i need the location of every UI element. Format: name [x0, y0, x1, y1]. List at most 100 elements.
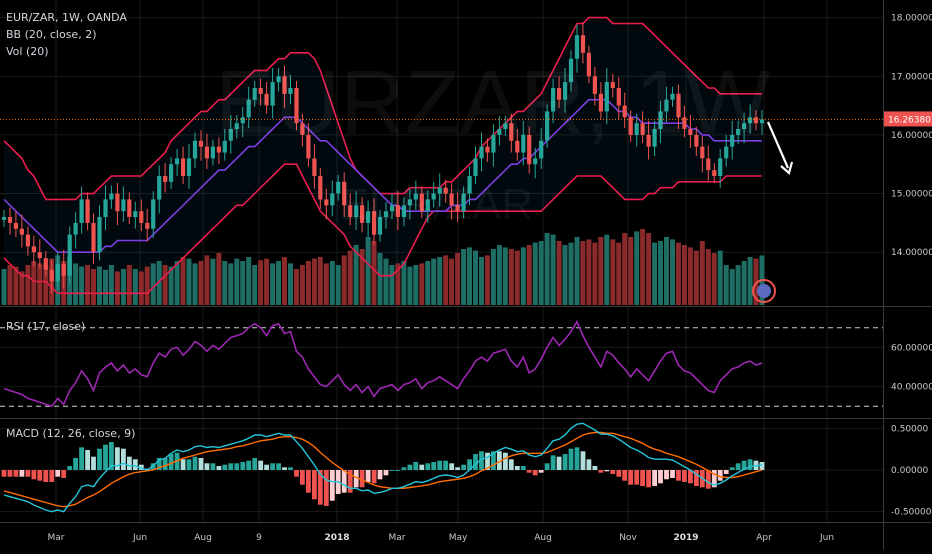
arrow-annotation-head[interactable] [780, 161, 794, 175]
macd-axis-label: 0.00000 [891, 466, 928, 476]
volume-bar [604, 234, 610, 305]
time-axis-label: Jun [132, 533, 147, 543]
volume-bar [114, 271, 120, 305]
macd-histogram-bar [514, 466, 520, 470]
volume-bar [132, 269, 138, 305]
macd-histogram-bar [556, 456, 562, 470]
volume-bar [550, 234, 556, 305]
candle-body [598, 93, 603, 112]
macd-histogram-bar [395, 470, 401, 471]
candle-body [431, 193, 436, 200]
candle-body [61, 263, 66, 276]
candle-body [413, 193, 418, 200]
volume-bar [646, 233, 652, 305]
volume-bar [729, 269, 735, 305]
macd-histogram-bar [103, 444, 108, 470]
volume-bar [574, 237, 580, 305]
legend-rsi: RSI (17, close) [6, 320, 86, 333]
candle-body [330, 193, 335, 206]
candle-body [419, 193, 424, 212]
candle-body [539, 140, 544, 159]
macd-histogram-bar [61, 470, 67, 478]
macd-histogram-bar [735, 463, 741, 470]
candle-body [455, 205, 460, 212]
candle-body [610, 82, 615, 88]
macd-axis-label: -0.50000 [891, 508, 932, 518]
macd-histogram-bar [467, 459, 472, 470]
event-badge-ring[interactable] [752, 279, 776, 303]
rsi-axis-label: 60.00000 [891, 343, 932, 353]
rsi-line [3, 320, 763, 408]
candle-body [133, 211, 138, 218]
macd-histogram-bar [341, 470, 347, 493]
macd-histogram-bar [443, 460, 449, 470]
macd-histogram-bar [1, 470, 7, 477]
candle-body [688, 129, 693, 135]
macd-histogram-bar [485, 452, 490, 470]
legend-vol: Vol (20) [6, 45, 49, 58]
price-label: 16.26380 [888, 115, 931, 125]
macd-histogram-bar [97, 448, 102, 470]
arrow-annotation-shaft[interactable] [766, 121, 790, 169]
macd-histogram-bar [694, 470, 699, 486]
macd-histogram-bar [717, 470, 723, 481]
volume-bar [192, 263, 198, 305]
volume-bar [389, 265, 395, 305]
candle-body [748, 117, 753, 124]
macd-histogram-bar [91, 456, 96, 470]
macd-histogram-bar [25, 470, 31, 477]
volume-bar [562, 245, 568, 305]
volume-bar [490, 249, 496, 305]
candle-body [300, 123, 305, 135]
candle-body [580, 35, 586, 53]
volume-bar [455, 253, 461, 305]
candle-body [718, 158, 723, 176]
volume-bar [31, 261, 37, 305]
candle-body [479, 146, 484, 159]
volume-bar [150, 263, 156, 305]
event-badge[interactable] [757, 284, 771, 298]
volume-bar [514, 250, 520, 305]
candle-body [658, 111, 663, 129]
macd-histogram-bar [610, 470, 616, 474]
volume-bar [735, 265, 741, 305]
volume-bar [520, 247, 526, 305]
candle-body [563, 82, 568, 100]
macd-histogram-bar [538, 470, 544, 473]
volume-bar [240, 261, 246, 305]
macd-histogram-bar [682, 470, 687, 482]
candle-body [592, 76, 597, 94]
candle-body [216, 146, 221, 153]
candle-body [252, 88, 257, 100]
price-axis-label: 17.00000 [891, 72, 932, 82]
candle-body [568, 58, 574, 83]
macd-histogram-bar [670, 470, 675, 478]
candle-body [175, 158, 180, 165]
volume-bar [496, 245, 502, 305]
volume-bar [640, 229, 646, 305]
macd-histogram-bar [723, 470, 729, 474]
candle-body [139, 211, 144, 223]
price-label-box [884, 111, 932, 127]
legend-symbol: EUR/ZAR, 1W, OANDA [6, 11, 127, 24]
macd-histogram-bar [270, 463, 275, 470]
candle-body [222, 140, 227, 153]
time-axis-label: Nov [619, 533, 637, 543]
volume-bar [264, 258, 270, 305]
volume-bar [138, 271, 144, 305]
macd-histogram-bar [312, 470, 317, 500]
volume-bar [371, 241, 377, 305]
macd-histogram-bar [419, 464, 425, 470]
candle-body [354, 205, 359, 217]
candle-body [670, 93, 675, 100]
macd-histogram-bar [526, 470, 532, 473]
macd-histogram-bar [19, 470, 25, 477]
volume-bar [329, 261, 335, 305]
macd-histogram-bar [503, 452, 508, 470]
candle-body [264, 93, 269, 106]
candle-body [753, 117, 759, 124]
price-axis-label: 16.00000 [891, 131, 932, 141]
volume-bar [282, 257, 287, 305]
